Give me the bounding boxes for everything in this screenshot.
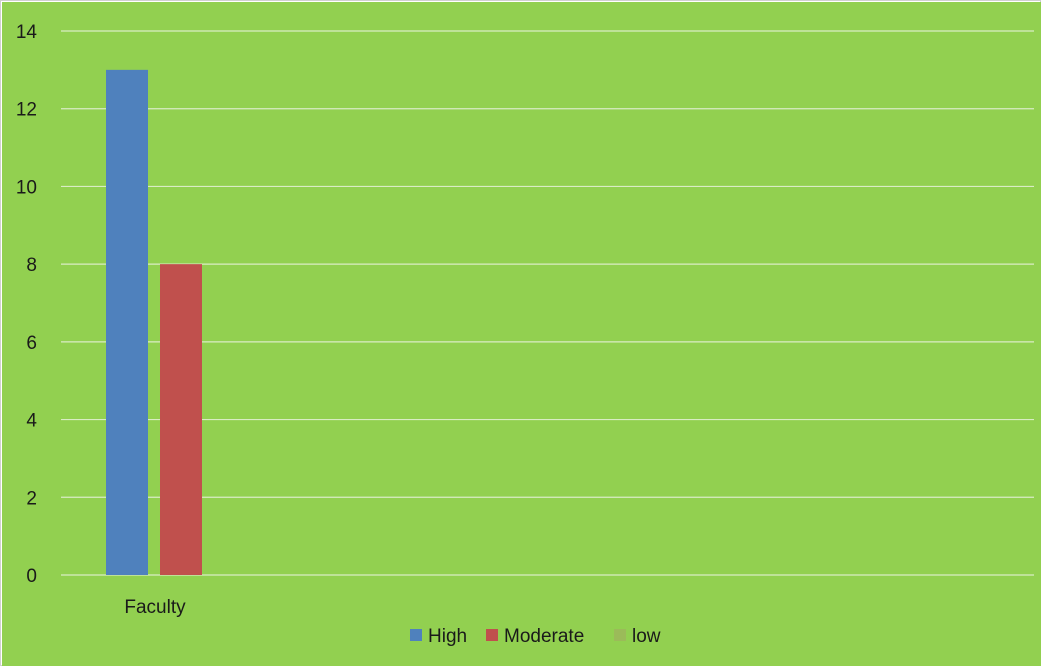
category-label: Faculty <box>124 597 186 618</box>
y-tick-label: 14 <box>16 22 38 43</box>
y-tick-label: 0 <box>26 566 37 587</box>
legend-swatch-high <box>410 629 422 641</box>
legend-label-low: low <box>632 626 661 647</box>
legend-label-high: High <box>428 626 467 647</box>
legend-label-moderate: Moderate <box>504 626 584 647</box>
y-tick-label: 10 <box>16 177 37 198</box>
legend-swatch-low <box>614 629 626 641</box>
y-tick-label: 6 <box>26 333 37 354</box>
y-tick-label: 12 <box>16 100 37 121</box>
bar-moderate <box>160 264 202 575</box>
y-tick-label: 4 <box>26 411 37 432</box>
legend-swatch-moderate <box>486 629 498 641</box>
y-tick-label: 8 <box>26 255 37 276</box>
y-tick-label: 2 <box>26 488 37 509</box>
bar-high <box>106 69 148 575</box>
